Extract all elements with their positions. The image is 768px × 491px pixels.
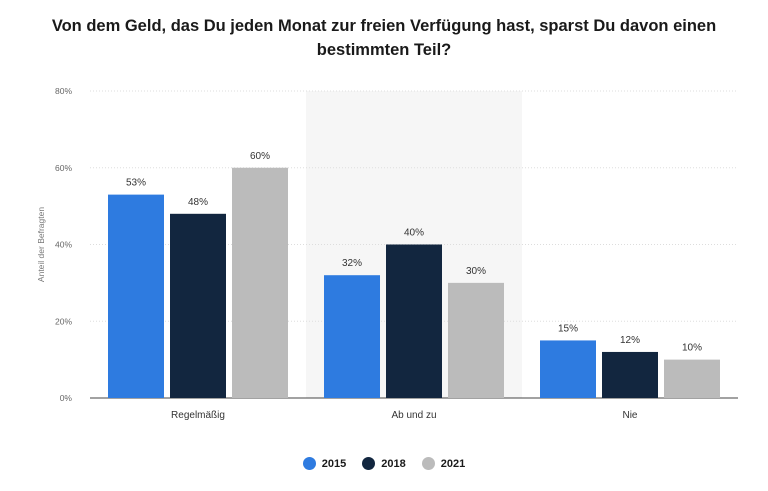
legend-label: 2015 <box>321 457 347 470</box>
x-category-label: Ab und zu <box>391 410 436 421</box>
data-label: 60% <box>250 151 270 162</box>
y-tick-label: 80% <box>55 86 72 96</box>
legend-swatch <box>362 457 376 470</box>
bar-chart: 0% 20% 40% 60% 80% Anteil der Befragten 53% 48%… <box>36 86 738 421</box>
y-tick-label: 20% <box>55 316 72 326</box>
data-label: 53% <box>126 178 146 189</box>
y-tick-label: 0% <box>60 393 73 403</box>
y-tick-label: 40% <box>55 240 72 250</box>
data-label: 15% <box>558 323 578 334</box>
legend-item-2021[interactable]: 2021 <box>421 457 466 470</box>
data-label: 12% <box>620 335 640 346</box>
data-label: 32% <box>342 258 362 269</box>
bar-2021-3 <box>664 359 720 398</box>
x-category-label: Regelmäßig <box>171 410 225 421</box>
data-label: 48% <box>188 197 208 208</box>
chart-title: Von dem Geld, das Du jeden Monat zur fre… <box>51 17 717 59</box>
data-label: 30% <box>466 266 486 277</box>
y-tick-label: 60% <box>55 163 72 173</box>
bar-2015-2 <box>324 275 380 398</box>
legend-item-2015[interactable]: 2015 <box>302 457 347 470</box>
data-label: 10% <box>682 343 702 354</box>
bar-2021-1 <box>232 167 288 398</box>
bar-2018-2 <box>386 244 442 398</box>
chart-legend: 2015 2018 2021 <box>0 457 768 470</box>
bar-2015-1 <box>108 194 164 398</box>
legend-label: 2018 <box>381 457 406 470</box>
legend-label: 2021 <box>440 457 466 470</box>
bar-2018-3 <box>602 351 658 398</box>
legend-item-2018[interactable]: 2018 <box>362 457 406 470</box>
legend-swatch <box>421 457 435 470</box>
bar-2018-1 <box>170 213 226 398</box>
bar-2015-3 <box>540 340 596 398</box>
legend-swatch <box>302 457 316 470</box>
bar-2021-2 <box>448 282 504 398</box>
y-axis-label: Anteil der Befragten <box>36 207 46 282</box>
x-category-label: Nie <box>622 410 637 421</box>
data-label: 40% <box>404 228 424 239</box>
